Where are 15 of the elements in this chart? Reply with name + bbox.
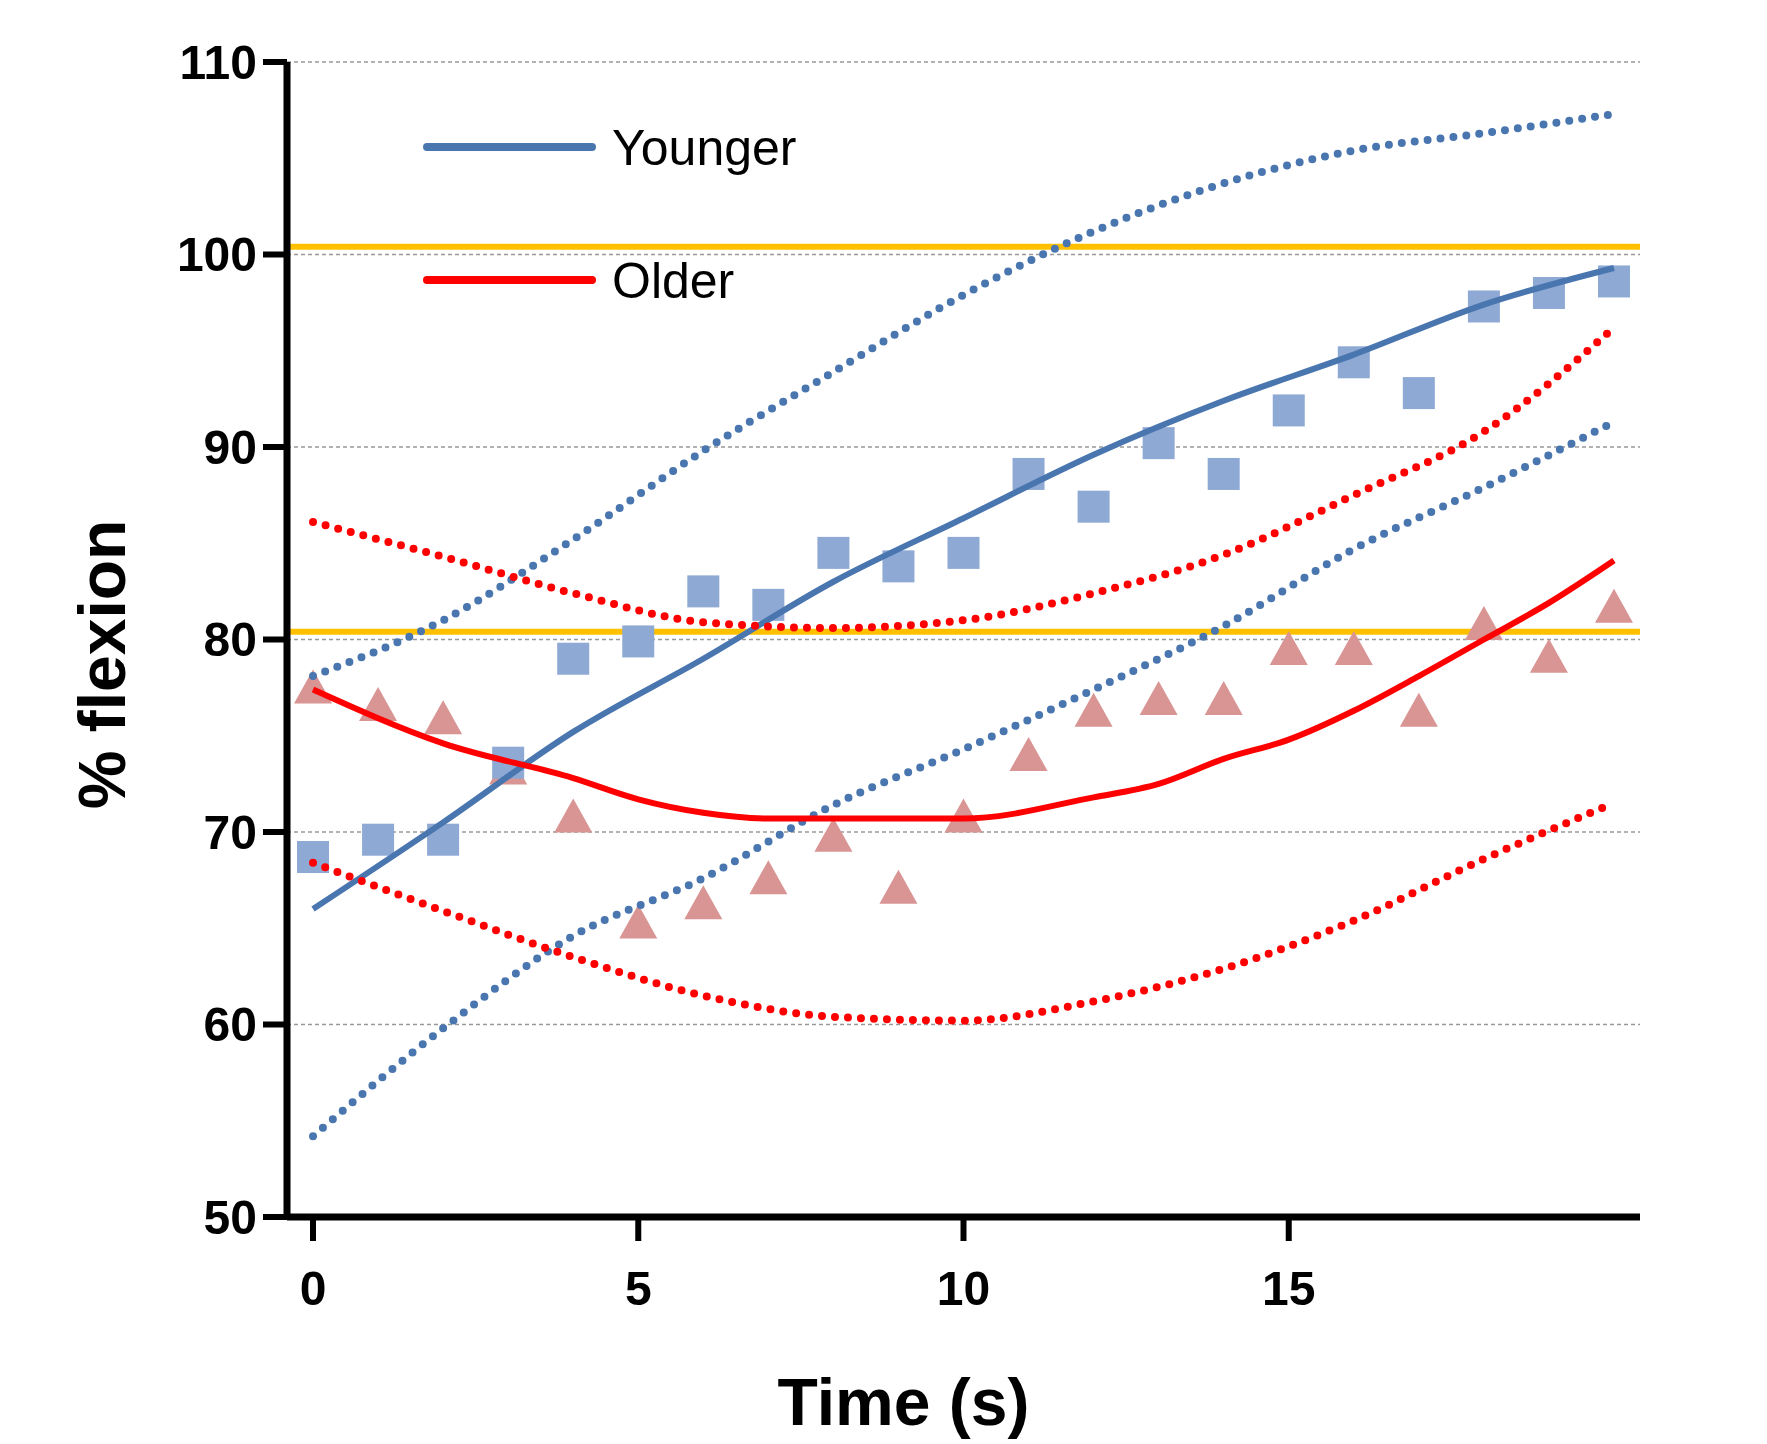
- y-tick-label: 90: [203, 420, 257, 474]
- y-tick-label: 60: [203, 998, 257, 1052]
- x-tick-label: 0: [299, 1262, 327, 1315]
- legend-label: Older: [612, 252, 735, 309]
- legend-label: Younger: [612, 119, 797, 176]
- y-tick-label: 50: [203, 1190, 257, 1244]
- x-tick-label: 15: [1262, 1262, 1316, 1315]
- x-axis-title: Time (s): [777, 1365, 1030, 1439]
- y-axis-title: % flexion: [65, 519, 139, 810]
- x-tick-label: 5: [624, 1262, 652, 1315]
- y-tick-label: 100: [176, 228, 257, 282]
- y-tick-label: 110: [179, 35, 257, 89]
- y-tick-label: 80: [203, 613, 257, 667]
- y-tick-label: 70: [203, 805, 257, 859]
- x-tick-label: 10: [936, 1262, 991, 1315]
